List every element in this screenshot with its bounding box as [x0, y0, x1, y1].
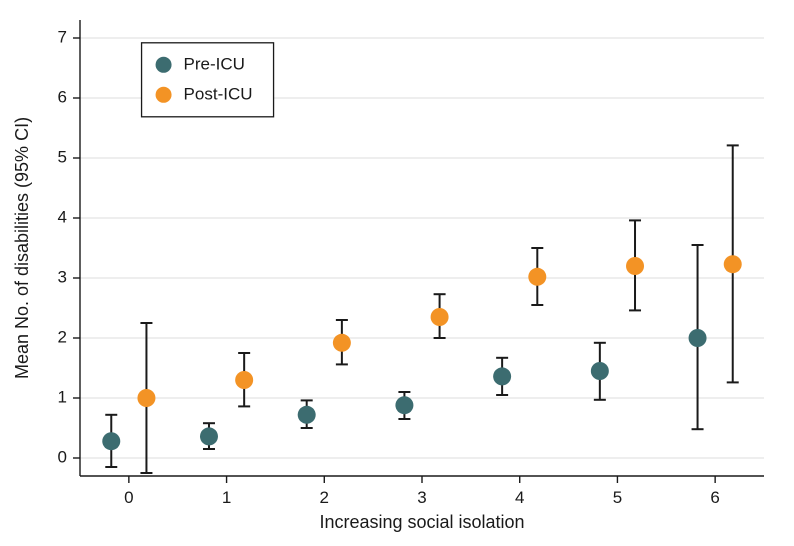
data-point [724, 255, 742, 273]
disability-chart: 0 1 2 3 4 5 6 7 0 1 2 3 4 5 6 Mean No. of disabilities … [0, 0, 794, 546]
data-point [102, 432, 120, 450]
data-point [298, 406, 316, 424]
data-point [689, 329, 707, 347]
x-tick-label: 0 [124, 488, 133, 507]
chart-container: 0 1 2 3 4 5 6 7 0 1 2 3 4 5 6 Mean No. of disabilities … [0, 0, 794, 546]
x-tick-label: 1 [222, 488, 231, 507]
y-tick-label: 7 [58, 27, 67, 46]
x-tick-label: 6 [710, 488, 719, 507]
x-tick-label: 5 [613, 488, 622, 507]
y-tick-label: 3 [58, 267, 67, 286]
y-tick-label: 4 [58, 207, 67, 226]
data-point [395, 396, 413, 414]
x-axis-label: Increasing social isolation [319, 512, 524, 532]
y-tick-label: 5 [58, 147, 67, 166]
legend-label: Pre-ICU [184, 54, 245, 73]
x-tick-label: 4 [515, 488, 524, 507]
data-point [333, 334, 351, 352]
data-point [431, 308, 449, 326]
data-point [235, 371, 253, 389]
y-tick-label: 0 [58, 447, 67, 466]
data-point [626, 257, 644, 275]
data-point [137, 389, 155, 407]
data-point [200, 427, 218, 445]
legend-marker [156, 87, 172, 103]
y-axis-label: Mean No. of disabilities (95% CI) [12, 117, 32, 379]
x-tick-label: 3 [417, 488, 426, 507]
y-tick-label: 2 [58, 327, 67, 346]
y-tick-label: 1 [58, 387, 67, 406]
legend-marker [156, 57, 172, 73]
x-tick-label: 2 [320, 488, 329, 507]
data-point [493, 367, 511, 385]
data-point [528, 268, 546, 286]
legend-label: Post-ICU [184, 84, 253, 103]
data-point [591, 362, 609, 380]
y-tick-label: 6 [58, 87, 67, 106]
